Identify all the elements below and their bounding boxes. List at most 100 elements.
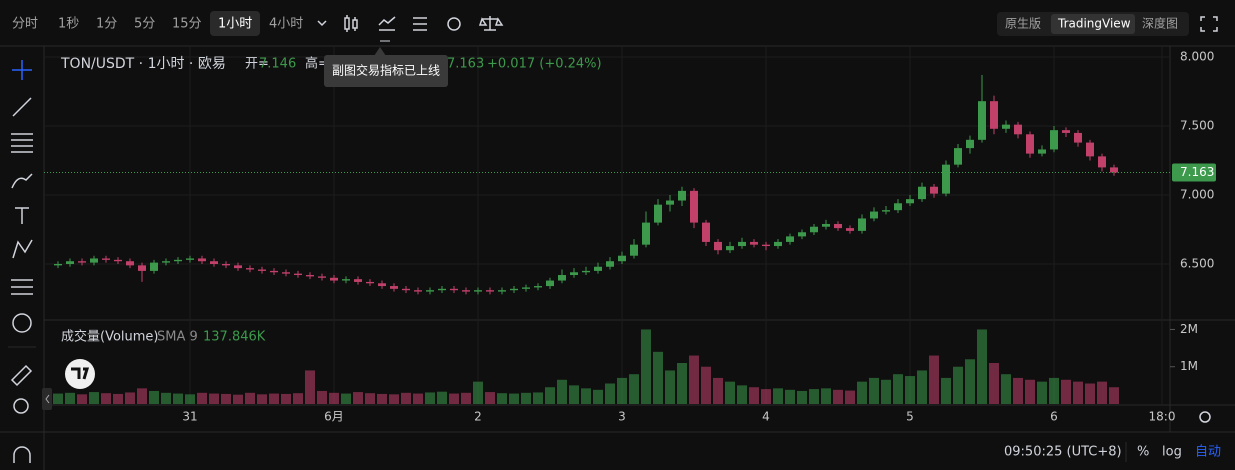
last-price-label: 7.163 [1180,165,1214,179]
interval-button[interactable]: 分时 [12,17,38,32]
volume-bar [797,390,807,404]
chart-title: TON/USDT · 1小时 · 欧易 [60,56,226,72]
candle-body [570,272,578,276]
fib-icon[interactable] [11,133,33,153]
candle-body [222,263,230,266]
measure-lines-icon[interactable] [11,279,33,295]
volume-bar [677,363,687,404]
volume-sma-value: 137.846K [203,330,266,345]
axis-settings-icon[interactable] [1199,411,1211,423]
tv-logo-mark [71,367,90,380]
collapse-button[interactable] [42,388,52,410]
candle-body [534,286,542,288]
interval-button[interactable]: 1分 [96,17,117,32]
candle-body [654,204,662,223]
volume-bar [317,390,327,404]
compare-icon[interactable] [478,16,504,31]
interval-button[interactable]: 15分 [172,17,202,32]
volume-bar [221,393,231,404]
brush-icon[interactable] [11,173,33,189]
candle-body [78,261,86,263]
volume-bar [437,391,447,404]
candle-body [594,266,602,271]
volume-bar [557,379,567,404]
candle-body [390,286,398,289]
volume-bar [161,392,171,404]
volume-bar [761,389,771,404]
layout-icon[interactable] [413,17,427,31]
candle-body [726,246,734,251]
volume-bar [725,381,735,404]
volume-bar [869,377,879,404]
candle-body [990,101,998,129]
candle-body [162,261,170,263]
candle-body [402,288,410,291]
percent-toggle[interactable]: % [1137,445,1149,460]
volume-bar [149,390,159,404]
fullscreen-icon[interactable] [1200,16,1218,32]
x-tick-label: 4 [762,410,770,424]
volume-bar [533,392,543,404]
candle-body [426,290,434,292]
candle-type-icon[interactable] [344,15,358,32]
volume-bar [701,366,711,404]
ruler-icon[interactable] [10,364,33,387]
volume-bar [497,393,507,404]
pattern-icon[interactable] [12,239,33,259]
candle-body [714,241,722,251]
volume-sma-label: SMA 9 [157,330,198,345]
interval-button[interactable]: 1秒 [58,17,79,32]
volume-bar [461,392,471,404]
x-tick-label: 6月 [324,410,344,424]
crosshair-icon[interactable] [12,60,32,80]
volume-bar [449,393,459,404]
interval-button[interactable]: 4小时 [269,17,303,32]
volume-bar [617,377,627,404]
magnet-icon[interactable] [13,446,31,463]
volume-bar [1109,387,1119,404]
view-button[interactable]: 原生版 [1005,17,1041,31]
candle-body [498,290,506,292]
volume-bar [965,359,975,404]
auto-toggle[interactable]: 自动 [1195,445,1221,460]
candle-body [738,241,746,247]
x-tick-label: 2 [474,410,482,424]
view-button[interactable]: TradingView [1057,17,1131,31]
top-toolbar: 分时 1秒 1分 5分 15分 1小时 4小时 原生版 TradingView 深度图 [12,11,1218,42]
candle-body [750,241,758,245]
settings-icon[interactable] [447,17,461,31]
y-tick-label: 7.500 [1180,119,1214,133]
x-tick-label: 31 [182,410,197,424]
text-icon[interactable] [15,207,29,224]
view-button[interactable]: 深度图 [1142,16,1178,31]
interval-button[interactable]: 1小时 [218,17,252,32]
volume-bar [113,393,123,404]
candle-body [1026,134,1034,154]
candle-body [150,262,158,271]
tooltip: 副图交易指标已上线 [332,63,440,78]
volume-bar [389,394,399,404]
volume-bar [209,393,219,404]
candle-body [294,273,302,276]
candle-body [942,164,950,194]
y-tick-label: 7.000 [1180,188,1214,202]
candle-body [642,222,650,245]
interval-button[interactable]: 5分 [134,17,155,32]
candle-body [90,258,98,263]
zoom-icon[interactable] [13,398,29,414]
volume-bar [581,388,591,404]
volume-bar [101,393,111,404]
volume-bar [137,388,147,404]
candle-body [486,290,494,292]
x-tick-label: 6 [1050,410,1058,424]
volume-bar [989,363,999,404]
indicator-icon[interactable] [378,16,396,31]
trendline-icon[interactable] [12,97,32,117]
volume-bar [305,370,315,404]
dropdown-icon[interactable] [317,20,327,27]
emoji-icon[interactable] [12,313,32,333]
volume-bar [593,389,603,404]
log-toggle[interactable]: log [1162,445,1182,460]
candle-body [798,232,806,237]
volume-bar [881,379,891,404]
